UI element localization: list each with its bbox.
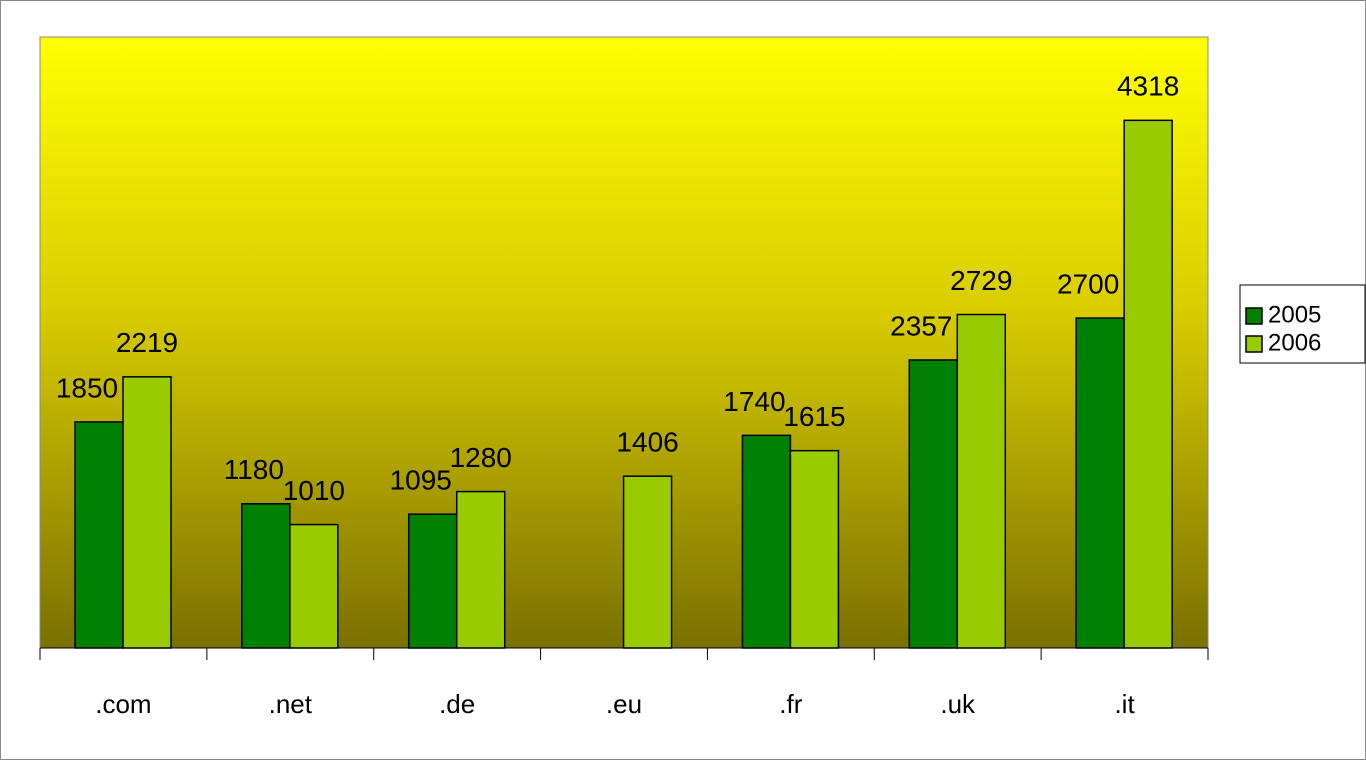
- bar: [241, 503, 291, 649]
- data-label: 4318: [1117, 71, 1179, 102]
- data-label: 1406: [616, 427, 678, 458]
- data-label: 1850: [56, 372, 118, 403]
- bar: [908, 359, 959, 649]
- bar: [789, 449, 840, 649]
- x-tick-label: .com: [95, 689, 151, 719]
- bar: [1075, 317, 1125, 649]
- bar: [289, 523, 339, 649]
- data-label: 1010: [283, 475, 345, 506]
- bar: [455, 490, 506, 649]
- x-tick-label: .eu: [606, 689, 642, 719]
- data-label: 2729: [950, 265, 1012, 296]
- x-tick-label: .de: [439, 689, 475, 719]
- data-label: 1615: [783, 401, 845, 432]
- data-label: 1280: [450, 442, 512, 473]
- bar: [1123, 119, 1173, 649]
- x-tick-label: .net: [269, 689, 313, 719]
- bar: [741, 434, 792, 649]
- bar: [956, 313, 1007, 649]
- x-tick-label: .it: [1114, 689, 1135, 719]
- data-label: 2219: [116, 327, 178, 358]
- legend-label: 2005: [1268, 301, 1321, 328]
- data-label: 1740: [723, 386, 785, 417]
- data-label: 1180: [224, 454, 284, 485]
- data-label: 1095: [390, 465, 452, 496]
- bar: [407, 513, 458, 649]
- legend-label: 2006: [1268, 329, 1321, 356]
- bar: [122, 376, 172, 649]
- data-label: 2357: [890, 310, 952, 341]
- bar: [74, 421, 124, 649]
- legend-swatch: [1245, 335, 1263, 353]
- data-label: 2700: [1057, 268, 1119, 299]
- legend-swatch: [1245, 307, 1263, 325]
- x-tick-label: .uk: [940, 689, 976, 719]
- bar: [622, 475, 673, 649]
- x-tick-label: .fr: [779, 689, 802, 719]
